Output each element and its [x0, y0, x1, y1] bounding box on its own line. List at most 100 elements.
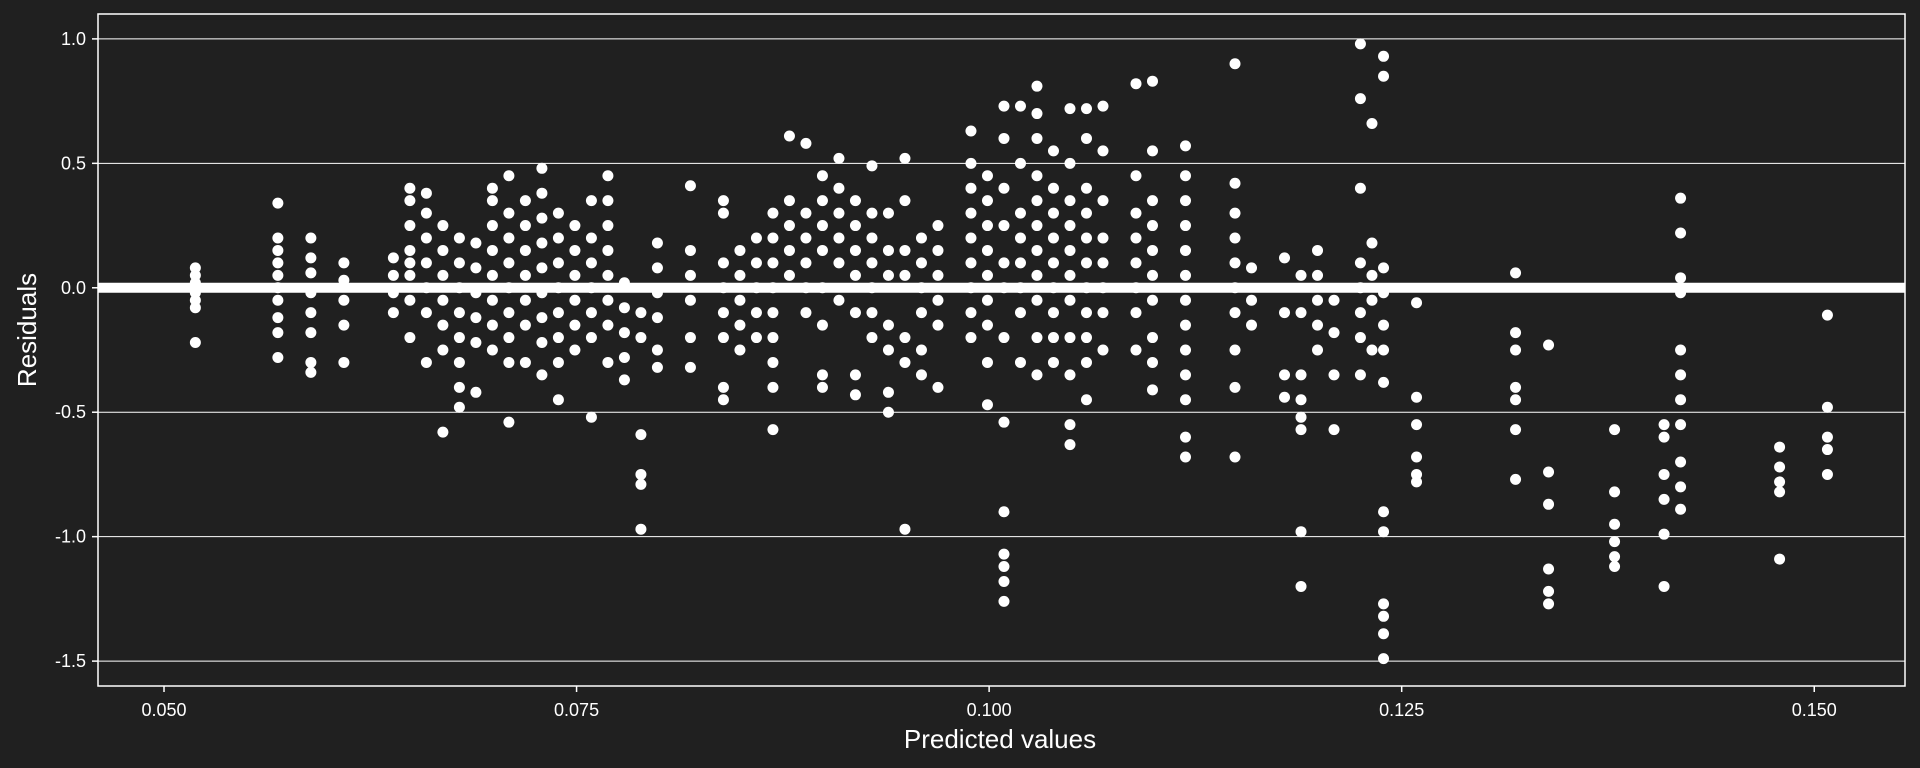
data-point — [1229, 257, 1241, 269]
data-point — [1180, 344, 1192, 356]
data-point — [486, 319, 498, 331]
data-point — [1328, 327, 1340, 339]
data-point — [1675, 503, 1687, 515]
data-point — [1047, 332, 1059, 344]
data-point — [602, 269, 614, 281]
data-point — [387, 252, 399, 264]
data-point — [420, 307, 432, 319]
data-point — [1658, 468, 1670, 480]
data-point — [1080, 282, 1092, 294]
data-point — [305, 252, 317, 264]
data-point — [1366, 118, 1378, 130]
data-point — [1047, 257, 1059, 269]
data-point — [1658, 419, 1670, 431]
data-point — [453, 282, 465, 294]
data-point — [1821, 468, 1833, 480]
data-point — [965, 182, 977, 194]
data-point — [767, 307, 779, 319]
data-point — [932, 294, 944, 306]
data-point — [635, 307, 647, 319]
data-point — [272, 269, 284, 281]
data-point — [1064, 157, 1076, 169]
data-point — [1366, 344, 1378, 356]
data-point — [1097, 282, 1109, 294]
data-point — [1047, 182, 1059, 194]
data-point — [1378, 262, 1390, 274]
data-point — [272, 197, 284, 209]
data-point — [272, 244, 284, 256]
data-point — [1180, 170, 1192, 182]
data-point — [1510, 394, 1522, 406]
data-point — [816, 381, 828, 393]
data-point — [1180, 394, 1192, 406]
data-point — [536, 237, 548, 249]
data-point — [717, 282, 729, 294]
data-point — [420, 232, 432, 244]
data-point — [470, 262, 482, 274]
data-point — [305, 356, 317, 368]
y-axis-title: Residuals — [12, 273, 42, 387]
data-point — [552, 232, 564, 244]
data-point — [305, 327, 317, 339]
data-point — [915, 344, 927, 356]
data-point — [899, 195, 911, 207]
data-point — [503, 307, 515, 319]
data-point — [899, 356, 911, 368]
data-point — [717, 195, 729, 207]
data-point — [915, 369, 927, 381]
data-point — [1229, 232, 1241, 244]
data-point — [998, 332, 1010, 344]
data-point — [1510, 267, 1522, 279]
data-point — [717, 381, 729, 393]
data-point — [453, 232, 465, 244]
data-point — [1130, 282, 1142, 294]
data-point — [849, 369, 861, 381]
data-point — [1180, 369, 1192, 381]
data-point — [602, 244, 614, 256]
data-point — [1774, 461, 1786, 473]
data-point — [750, 232, 762, 244]
data-point — [932, 220, 944, 232]
data-point — [536, 162, 548, 174]
data-point — [404, 269, 416, 281]
data-point — [272, 327, 284, 339]
data-point — [882, 406, 894, 418]
data-point — [552, 307, 564, 319]
data-point — [882, 207, 894, 219]
data-point — [1130, 78, 1142, 90]
data-point — [536, 369, 548, 381]
x-tick-label: 0.150 — [1792, 700, 1837, 720]
data-point — [519, 269, 531, 281]
data-point — [305, 232, 317, 244]
data-point — [816, 319, 828, 331]
data-point — [899, 332, 911, 344]
data-point — [338, 356, 350, 368]
data-point — [1312, 344, 1324, 356]
data-point — [189, 277, 201, 289]
data-point — [404, 220, 416, 232]
data-point — [734, 294, 746, 306]
data-point — [866, 307, 878, 319]
data-point — [585, 257, 597, 269]
data-point — [437, 269, 449, 281]
data-point — [816, 195, 828, 207]
data-point — [552, 282, 564, 294]
data-point — [866, 160, 878, 172]
data-point — [1047, 207, 1059, 219]
data-point — [1774, 441, 1786, 453]
data-point — [1295, 580, 1307, 592]
data-point — [1543, 339, 1555, 351]
data-point — [1312, 244, 1324, 256]
data-point — [1295, 411, 1307, 423]
data-point — [1675, 227, 1687, 239]
data-point — [272, 232, 284, 244]
data-point — [684, 269, 696, 281]
y-tick-label: 1.0 — [61, 29, 86, 49]
data-point — [833, 294, 845, 306]
data-point — [684, 332, 696, 344]
data-point — [536, 262, 548, 274]
data-point — [1295, 369, 1307, 381]
data-point — [585, 307, 597, 319]
data-point — [1658, 431, 1670, 443]
data-point — [1675, 344, 1687, 356]
